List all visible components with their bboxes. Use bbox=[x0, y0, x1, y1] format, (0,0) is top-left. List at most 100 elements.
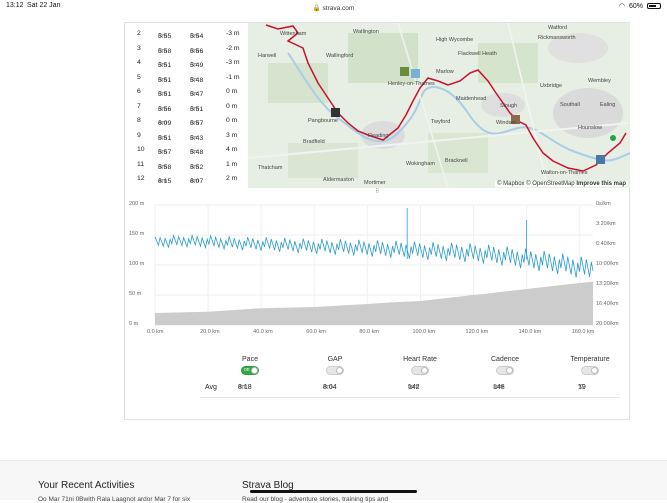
split-elev: -1 m bbox=[226, 73, 240, 81]
avg-row: Avg 8:18 /km 8:04 /km 142 bpm 148 spm 19 °C bbox=[125, 384, 630, 398]
split-row: 11 5:58 /km 5:52 /km 1 m bbox=[125, 158, 248, 171]
photo-marker[interactable] bbox=[411, 69, 420, 78]
metric-cadence: Cadence bbox=[465, 356, 545, 375]
map-place-label: Twyford bbox=[431, 119, 451, 125]
split-km: 4 bbox=[137, 59, 141, 66]
split-row: 5 5:51 /km 5:48 /km -1 m bbox=[125, 71, 248, 84]
left-axis-tick: 200 m bbox=[129, 201, 145, 207]
toggle-knob bbox=[336, 367, 343, 374]
map-place-label: Aldermaston bbox=[323, 177, 354, 183]
gap-unit: /km bbox=[190, 134, 199, 141]
route-map[interactable]: © Mapbox © OpenStreetMap Improve this ma… bbox=[248, 23, 630, 188]
map-urban bbox=[548, 33, 608, 63]
chart-svg bbox=[154, 204, 594, 326]
metric-gap: GAP bbox=[295, 356, 375, 375]
map-road bbox=[507, 23, 549, 188]
split-elev: 1 m bbox=[226, 160, 238, 168]
split-gap-value: 5:47 bbox=[190, 91, 204, 98]
x-axis-tick: 20.0 km bbox=[200, 329, 220, 335]
split-gap-value: 5:49 bbox=[190, 62, 204, 69]
map-park bbox=[478, 43, 538, 83]
split-row: 7 5:56 /km 5:51 /km 0 m bbox=[125, 100, 248, 113]
map-attribution: © Mapbox © OpenStreetMap Improve this ma… bbox=[495, 181, 628, 187]
avg-divider bbox=[200, 397, 620, 398]
split-row: 10 5:57 /km 5:48 /km 4 m bbox=[125, 143, 248, 156]
map-place-label: Southall bbox=[560, 102, 580, 108]
left-axis-tick: 100 m bbox=[129, 261, 145, 267]
map-place-label: Wallingford bbox=[326, 53, 354, 59]
split-row: 2 5:55 /km 5:54 /km -3 m bbox=[125, 27, 248, 40]
split-gap-value: 5:57 bbox=[190, 120, 204, 127]
photo-marker[interactable] bbox=[596, 155, 605, 164]
split-elev: 0 m bbox=[226, 102, 238, 110]
split-row: 3 5:58 /km 5:56 /km -2 m bbox=[125, 42, 248, 55]
right-axis-tick: 16:40/km bbox=[596, 301, 619, 307]
right-axis-tick: 10:00/km bbox=[596, 261, 619, 267]
split-km: 7 bbox=[137, 102, 141, 110]
elevation-pace-chart[interactable]: 200 m 150 m 100 m 50 m 0 m 0s/km 3:20/km 6:40/k… bbox=[125, 195, 630, 345]
metric-label: Cadence bbox=[490, 356, 520, 363]
map-canvas bbox=[248, 23, 630, 188]
right-axis-tick: 6:40/km bbox=[596, 241, 616, 247]
pace-unit: /km bbox=[158, 178, 167, 184]
pace-unit: /km bbox=[158, 149, 167, 155]
map-place-label: Harwell bbox=[258, 53, 277, 59]
metric-avg-unit: °C bbox=[578, 384, 585, 390]
map-place-label: Marlow bbox=[436, 69, 454, 75]
map-place-label: Rickmansworth bbox=[538, 35, 576, 41]
metric-toggle[interactable] bbox=[411, 366, 429, 375]
split-elev: -3 m bbox=[226, 30, 240, 37]
splits-table: 2 5:55 /km 5:54 /km -3 m 3 5:58 /km 5:56 /km -2… bbox=[125, 23, 248, 188]
metric-avg-unit: /km bbox=[323, 384, 332, 390]
status-time: 13:12 bbox=[6, 2, 24, 9]
photo-marker[interactable] bbox=[511, 115, 520, 124]
split-row: 12 6:15 /km 6:07 /km 2 m bbox=[125, 172, 248, 185]
split-row: 4 5:51 /km 5:49 /km -3 m bbox=[125, 56, 248, 69]
x-axis-tick: 60.0 km bbox=[306, 329, 326, 335]
right-axis-tick: 3:20/km bbox=[596, 221, 616, 227]
split-pace-value: 5:51 bbox=[158, 91, 172, 98]
photo-marker[interactable] bbox=[400, 67, 409, 76]
metric-toggle[interactable] bbox=[326, 366, 344, 375]
status-bar: 13:12 Sat 22 Jan 🔒 strava.com ◠ 60% bbox=[0, 0, 667, 12]
metric-pace: Pace on bbox=[210, 356, 290, 375]
gap-unit: /km bbox=[190, 105, 199, 112]
pace-unit: /km bbox=[158, 163, 167, 170]
split-pace-value: 5:51 bbox=[158, 76, 172, 84]
metric-toggle[interactable] bbox=[496, 366, 514, 375]
url-text: strava.com bbox=[322, 5, 355, 12]
pace-line bbox=[154, 233, 594, 278]
split-pace-value: 5:58 bbox=[158, 47, 172, 55]
map-place-label: Uxbridge bbox=[540, 83, 563, 89]
x-axis-tick: 0.0 km bbox=[147, 329, 164, 335]
gap-unit: /km bbox=[190, 149, 199, 155]
gap-unit: /km bbox=[190, 76, 199, 83]
map-place-label: Pangbourne bbox=[308, 118, 338, 124]
metric-label: Pace bbox=[242, 356, 258, 363]
gap-unit: /km bbox=[190, 91, 199, 97]
map-road bbox=[397, 23, 449, 188]
split-pace-value: 6:15 bbox=[158, 178, 172, 185]
pace-unit: /km bbox=[158, 62, 167, 68]
split-elev: 0 m bbox=[226, 117, 238, 124]
address-url[interactable]: 🔒 strava.com bbox=[312, 5, 355, 12]
left-axis-tick: 50 m bbox=[129, 291, 142, 297]
gap-unit: /km bbox=[190, 163, 199, 170]
attribution-text: © Mapbox © OpenStreetMap bbox=[497, 181, 575, 187]
map-place-label: Wembley bbox=[588, 78, 611, 84]
right-axis-tick: 0s/km bbox=[596, 201, 611, 207]
split-gap-value: 5:43 bbox=[190, 134, 204, 142]
metric-toggle[interactable] bbox=[581, 366, 599, 375]
metric-toggle[interactable]: on bbox=[241, 366, 259, 375]
improve-map-link[interactable]: Improve this map bbox=[576, 181, 626, 187]
strava-blog-heading[interactable]: Strava Blog bbox=[242, 480, 294, 491]
x-axis-tick: 100.0 km bbox=[412, 329, 436, 335]
recent-activities-heading[interactable]: Your Recent Activities bbox=[38, 480, 135, 491]
resize-handle[interactable]: ⠿ bbox=[375, 189, 380, 195]
pace-unit: /km bbox=[158, 47, 167, 54]
toggle-knob bbox=[251, 367, 258, 374]
split-gap-value: 5:54 bbox=[190, 33, 204, 40]
right-axis-tick: 20:00/km bbox=[596, 321, 619, 327]
photo-marker[interactable] bbox=[331, 108, 340, 117]
toggle-knob bbox=[506, 367, 513, 374]
